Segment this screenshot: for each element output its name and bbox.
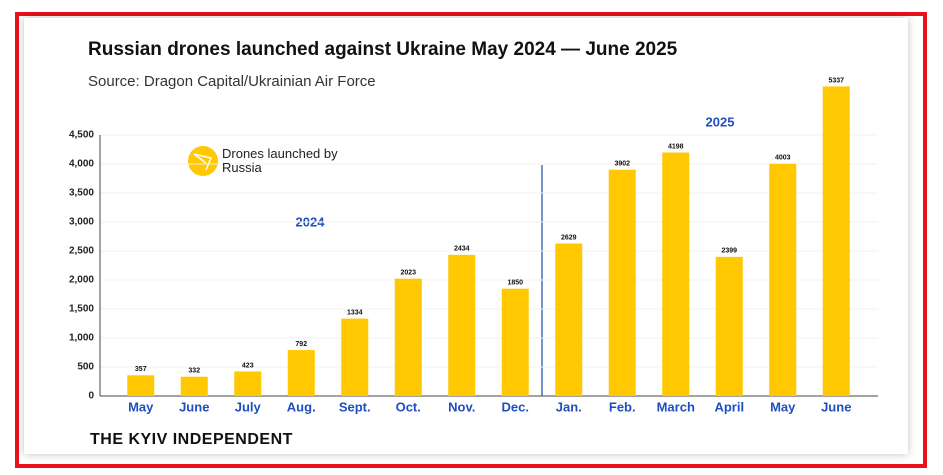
y-tick-label: 500 (77, 362, 94, 373)
x-tick-label: Dec. (502, 399, 529, 414)
bar (234, 371, 262, 396)
x-tick-label: July (235, 399, 262, 414)
value-label: 4003 (775, 155, 791, 162)
y-tick-label: 0 (88, 391, 94, 402)
bar (608, 169, 636, 396)
bar (555, 243, 583, 396)
year-label: 2025 (706, 114, 735, 129)
value-label: 1850 (507, 280, 523, 287)
value-label: 332 (188, 368, 200, 375)
chart-subtitle: Source: Dragon Capital/Ukrainian Air For… (88, 73, 376, 90)
x-tick-label: Jan. (556, 399, 582, 414)
value-label: 5337 (828, 77, 844, 84)
x-tick-label: Oct. (396, 399, 421, 414)
value-label: 3902 (614, 161, 630, 168)
y-tick-label: 1,500 (69, 304, 94, 315)
bar (769, 163, 797, 396)
value-label: 2023 (400, 270, 416, 277)
bar (822, 86, 850, 396)
bar (448, 254, 476, 396)
bar (501, 288, 529, 396)
x-tick-label: Nov. (448, 399, 475, 414)
x-tick-label: June (179, 399, 209, 414)
drone-icon (193, 153, 213, 171)
y-tick-label: 4,500 (69, 130, 94, 141)
value-label: 423 (242, 362, 254, 369)
value-label: 2629 (561, 234, 577, 241)
x-tick-label: March (657, 399, 695, 414)
bar (180, 376, 208, 396)
x-tick-label: April (714, 399, 744, 414)
chart-title: Russian drones launched against Ukraine … (88, 39, 678, 60)
value-label: 2399 (721, 248, 737, 255)
y-tick-label: 1,000 (69, 333, 94, 344)
bar (715, 256, 743, 396)
x-tick-label: June (821, 399, 851, 414)
y-tick-label: 3,500 (69, 188, 94, 199)
x-tick-label: May (770, 399, 796, 414)
bar (287, 350, 315, 396)
y-tick-label: 3,000 (69, 217, 94, 228)
bar (127, 375, 155, 396)
bar (394, 278, 422, 396)
bar (341, 318, 369, 396)
x-tick-label: Sept. (339, 399, 371, 414)
x-tick-label: Feb. (609, 399, 636, 414)
value-label: 1334 (347, 309, 363, 316)
brand: THE KYIV INDEPENDENT (90, 431, 293, 448)
value-label: 792 (295, 341, 307, 348)
y-tick-label: 2,000 (69, 275, 94, 286)
value-label: 4198 (668, 143, 684, 150)
value-label: 2434 (454, 246, 470, 253)
y-tick-label: 2,500 (69, 246, 94, 257)
y-tick-label: 4,000 (69, 159, 94, 170)
legend-label: Drones launched by Russia (222, 146, 338, 175)
value-label: 357 (135, 366, 147, 373)
x-tick-label: Aug. (287, 399, 316, 414)
bar (662, 152, 690, 396)
x-tick-label: May (128, 399, 154, 414)
